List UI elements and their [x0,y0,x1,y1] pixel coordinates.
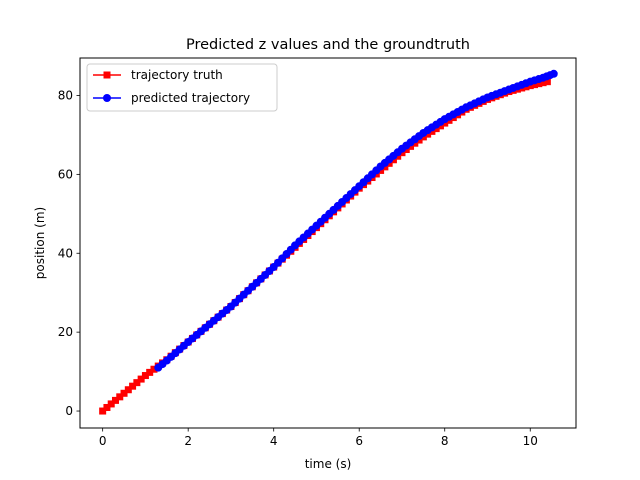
data-point-truth [99,407,107,415]
legend-label-predicted: predicted trajectory [131,91,250,105]
series-layer [99,69,558,415]
data-point-truth [535,80,543,88]
data-point-truth [124,386,132,394]
data-point-truth [146,368,154,376]
legend-label-truth: trajectory truth [131,68,223,82]
data-point-truth [150,365,158,373]
y-tick-label: 20 [58,325,73,339]
y-axis-ticks: 0 20 40 60 80 [58,88,80,418]
data-point-truth [116,393,124,401]
series-predicted [154,69,558,372]
data-point-truth [103,403,111,411]
x-tick-label: 4 [270,434,278,448]
data-point-truth [531,81,539,89]
legend-marker-predicted [103,94,111,102]
data-point-truth [111,396,119,404]
x-tick-label: 0 [99,434,107,448]
plot-frame [79,57,577,429]
data-point-truth [543,78,551,86]
x-axis-label: time (s) [305,457,352,471]
data-point-truth [539,79,547,87]
chart-title: Predicted z values and the groundtruth [186,37,470,53]
data-point-truth [137,375,145,383]
legend-marker-truth [103,71,111,79]
y-tick-label: 40 [58,246,73,260]
y-tick-label: 60 [58,167,73,181]
legend-frame [86,63,278,112]
x-tick-label: 6 [355,434,363,448]
data-point-truth [107,400,115,408]
x-tick-label: 8 [441,434,449,448]
y-axis-label: position (m) [33,207,47,279]
y-tick-label: 0 [65,404,73,418]
x-axis-ticks: 0 2 4 6 8 10 [99,428,538,448]
y-tick-label: 80 [58,88,73,102]
x-tick-label: 2 [184,434,192,448]
data-point-truth [129,382,137,390]
data-point-truth [133,379,141,387]
x-tick-label: 10 [523,434,538,448]
data-point-predicted [549,69,558,78]
data-point-truth [120,389,128,397]
data-point-truth [141,372,149,380]
legend: trajectory truth predicted trajectory [86,63,278,112]
